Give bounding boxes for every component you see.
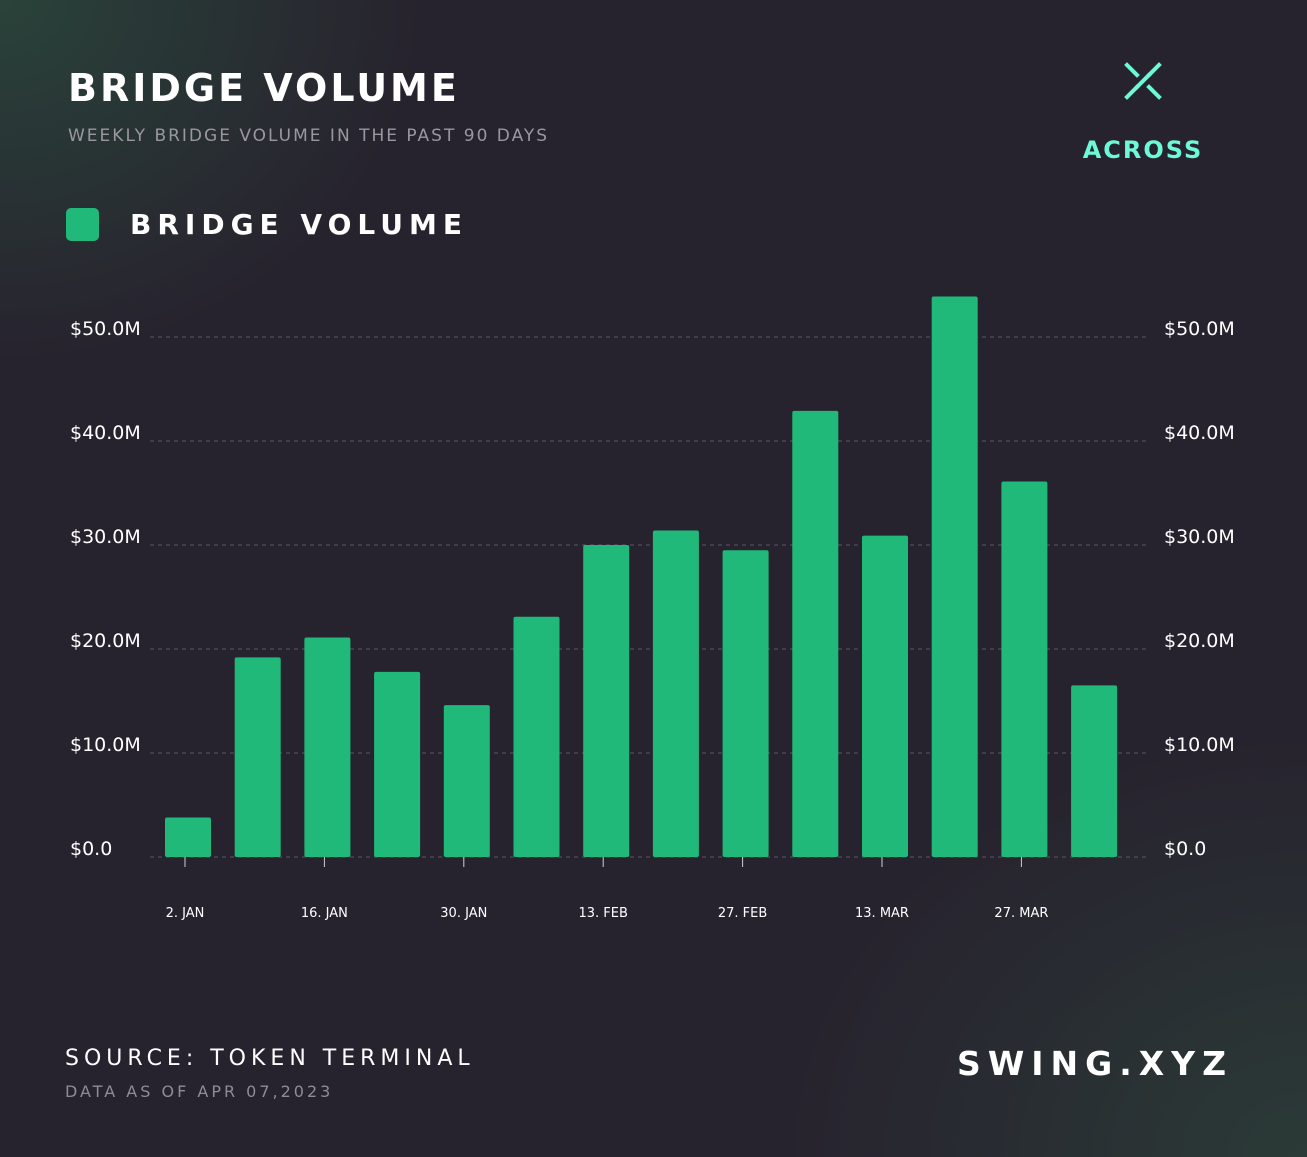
- chart-legend: BRIDGE VOLUME: [66, 208, 468, 241]
- across-x-icon: [1124, 62, 1162, 100]
- bar-9jan: [234, 657, 281, 857]
- x-tick-label: 2. JAN: [166, 906, 205, 921]
- x-tick-label: 16. JAN: [301, 906, 348, 921]
- y-tick-label-right: $40.0M: [1164, 422, 1235, 444]
- bar-30jan: [443, 705, 490, 857]
- x-tick-label: 13. MAR: [855, 906, 909, 921]
- brand-name: ACROSS: [1082, 136, 1204, 164]
- legend-label: BRIDGE VOLUME: [130, 208, 468, 241]
- legend-swatch: [66, 208, 99, 241]
- y-tick-label-right: $0.0: [1164, 838, 1206, 860]
- bar-23jan: [374, 671, 421, 857]
- bar-27feb: [722, 550, 769, 857]
- y-tick-label-right: $30.0M: [1164, 526, 1235, 548]
- y-tick-label-left: $30.0M: [70, 526, 141, 548]
- y-tick-label-left: $20.0M: [70, 630, 141, 652]
- footer-date: DATA AS OF APR 07,2023: [65, 1082, 334, 1101]
- y-tick-label-left: $10.0M: [70, 734, 141, 756]
- bar-6feb: [513, 616, 560, 857]
- page-title: BRIDGE VOLUME: [68, 66, 460, 110]
- bar-3apr: [1071, 685, 1118, 857]
- y-tick-label-left: $50.0M: [70, 318, 141, 340]
- footer-source: SOURCE: TOKEN TERMINAL: [65, 1046, 475, 1071]
- x-tick-label: 27. FEB: [718, 906, 767, 921]
- x-tick-label: 30. JAN: [440, 906, 487, 921]
- y-tick-label-right: $20.0M: [1164, 630, 1235, 652]
- y-tick-label-right: $10.0M: [1164, 734, 1235, 756]
- bar-2jan: [165, 817, 211, 857]
- footer-brand: SWING.XYZ: [957, 1044, 1233, 1083]
- y-tick-label-left: $0.0: [70, 838, 112, 860]
- x-tick-label: 13. FEB: [578, 906, 627, 921]
- y-tick-label-right: $50.0M: [1164, 318, 1235, 340]
- y-tick-label-left: $40.0M: [70, 422, 141, 444]
- bar-27mar: [1001, 481, 1048, 857]
- brand-logo: ACROSS: [1080, 62, 1206, 164]
- bar-16jan: [304, 637, 351, 857]
- bar-13feb: [583, 545, 630, 857]
- page-subtitle: WEEKLY BRIDGE VOLUME IN THE PAST 90 DAYS: [68, 126, 550, 146]
- bar-20feb: [652, 530, 699, 857]
- bar-20mar: [931, 296, 978, 857]
- bar-6mar: [792, 410, 839, 857]
- x-tick-label: 27. MAR: [994, 906, 1048, 921]
- bar-13mar: [862, 535, 908, 857]
